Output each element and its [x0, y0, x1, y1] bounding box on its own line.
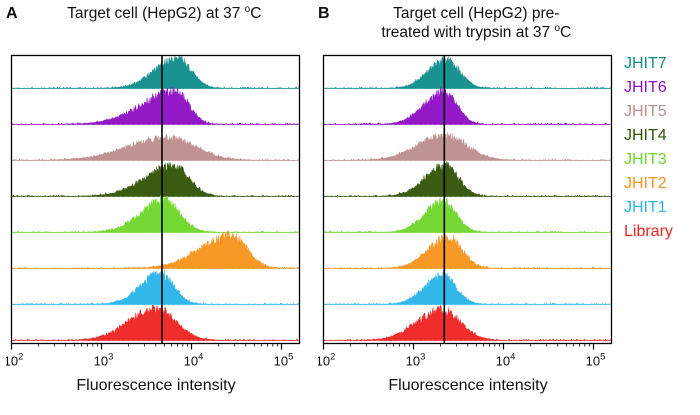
x-tick-label-10e3: 103 — [406, 352, 426, 369]
x-tick-label-10e2: 102 — [318, 352, 335, 369]
histogram-jhit3 — [10, 194, 299, 233]
legend-item-jhit4: JHIT4 — [624, 127, 667, 144]
x-tick-label-10e3: 103 — [94, 352, 114, 369]
x-tick-label-10e5: 105 — [274, 352, 294, 369]
legend-item-jhit1: JHIT1 — [624, 199, 667, 216]
x-axis-label-a: Fluorescence intensity — [76, 377, 236, 394]
histogram-jhit5 — [11, 133, 299, 161]
panel-b-plot: 102 103 104 105 — [318, 54, 613, 369]
histogram-library — [11, 304, 299, 341]
histogram-jhit7 — [11, 56, 299, 90]
histogram-jhit4 — [323, 160, 611, 198]
histogram-jhit1 — [323, 270, 611, 306]
panel-b-title: B Target cell (HepG2) pre-treated with t… — [318, 4, 618, 50]
legend-item-jhit3: JHIT3 — [624, 151, 667, 168]
legend-item-library: Library — [624, 223, 673, 240]
x-tick-label-10e5: 105 — [586, 352, 606, 369]
x-tick-label-10e2: 102 — [6, 352, 23, 369]
plot-border — [322, 54, 613, 345]
legend-item-jhit5: JHIT5 — [624, 103, 667, 120]
legend-item-jhit7: JHIT7 — [624, 55, 667, 72]
histogram-jhit6 — [323, 86, 611, 126]
plot-border — [10, 54, 301, 345]
degree-superscript: o — [244, 4, 251, 15]
x-tick-label-10e4: 104 — [496, 352, 516, 369]
panel-a-title: A Target cell (HepG2) at 37 oC — [6, 4, 306, 50]
histogram-jhit2 — [11, 230, 299, 269]
histogram-jhit7 — [323, 55, 611, 90]
panel-a: A Target cell (HepG2) at 37 oC 102 103 104… — [6, 4, 306, 395]
histogram-library — [323, 305, 611, 342]
histogram-jhit6 — [11, 86, 299, 126]
panel-b-label: B — [318, 5, 330, 22]
x-tick-label-10e4: 104 — [184, 352, 204, 369]
panel-b: B Target cell (HepG2) pre-treated with t… — [318, 4, 618, 395]
histogram-jhit2 — [323, 234, 611, 270]
panel-b-title-text: Target cell (HepG2) pre-treated with try… — [381, 5, 572, 42]
histogram-jhit1 — [11, 269, 299, 306]
legend-item-jhit6: JHIT6 — [624, 79, 667, 96]
x-axis-label-b: Fluorescence intensity — [388, 377, 548, 394]
degree-superscript: o — [554, 23, 561, 35]
histogram-jhit4 — [11, 162, 299, 197]
legend-item-jhit2: JHIT2 — [624, 175, 667, 192]
legend: JHIT7 JHIT6 JHIT5 JHIT4 JHIT3 JHIT2 JHIT1 Libra… — [624, 52, 673, 244]
histogram-jhit3 — [323, 197, 611, 234]
panel-a-title-text: Target cell (HepG2) at 37 oC — [67, 4, 262, 23]
panel-a-label: A — [6, 5, 18, 22]
histogram-jhit5 — [323, 132, 611, 161]
panel-a-plot: 102 103 104 105 — [6, 54, 301, 369]
